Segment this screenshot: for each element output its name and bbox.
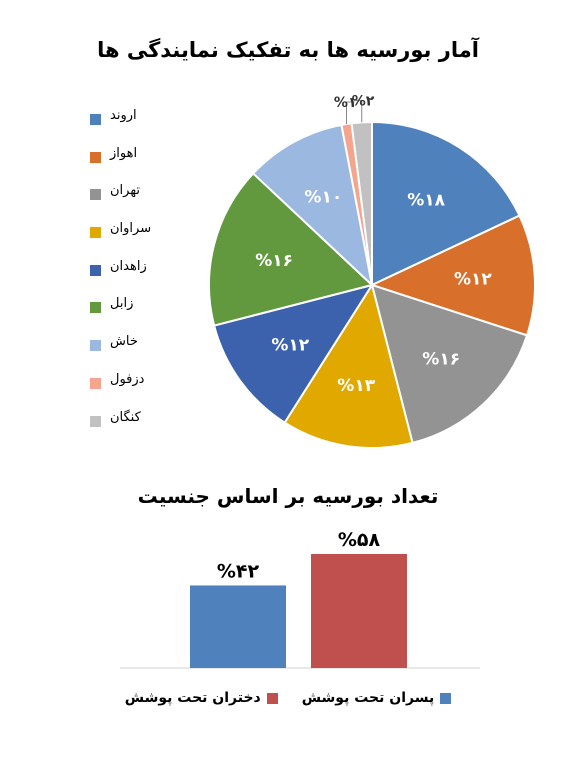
legend-swatch xyxy=(90,114,101,125)
pie-data-label: %۱۲ xyxy=(454,270,492,290)
legend-label: دزفول xyxy=(110,371,145,387)
legend-label: اهواز xyxy=(110,145,138,161)
pie-data-label: %۲ xyxy=(352,93,375,109)
bar-chart-title: تعداد بورسیه بر اساس جنسیت xyxy=(137,484,439,508)
bar-legend-item: پسران تحت پوشش xyxy=(301,690,452,706)
legend-label: پسران تحت پوشش xyxy=(301,690,435,706)
pie-leader-line xyxy=(353,99,363,123)
legend-label: دختران تحت پوشش xyxy=(124,690,261,706)
pie-leader-line xyxy=(346,101,355,125)
legend-swatch xyxy=(90,340,101,352)
pie-legend-item: کنگان xyxy=(90,410,210,448)
legend-label: خاش xyxy=(110,334,138,350)
legend-label: کنگان xyxy=(110,409,141,425)
pie-data-label: %۱۳ xyxy=(337,376,375,396)
pie-slice xyxy=(370,283,529,445)
bar-legend-item: دختران تحت پوشش xyxy=(125,690,278,706)
pie-data-label: %۱۶ xyxy=(422,350,460,370)
pie-legend-item: زاهدان xyxy=(90,259,210,297)
pie-chart: %۱۸ %۱۲ %۱۶ %۱۳ %۱۲ %۱۶ %۱۰ %۱%۲ xyxy=(208,93,536,449)
bar-data-label: %۴۲ xyxy=(217,560,260,582)
legend-swatch xyxy=(90,377,101,389)
pie-legend-item: زابل xyxy=(90,296,210,334)
bar xyxy=(311,554,407,668)
pie-legend-item: تهران xyxy=(90,183,210,221)
legend-swatch xyxy=(266,692,278,704)
pie-data-label: %۱۸ xyxy=(407,191,445,211)
bar xyxy=(190,585,286,668)
pie-legend-item: اروند xyxy=(90,108,210,146)
pie-chart-title: آمار بورسیه ها به تفکیک نمایندگی ها xyxy=(97,38,479,62)
pie-legend-item: دزفول xyxy=(90,372,210,410)
pie-data-label: %۱۲ xyxy=(271,335,309,355)
legend-label: زابل xyxy=(110,296,134,312)
pie-data-label: %۱۶ xyxy=(255,251,293,271)
legend-swatch xyxy=(90,302,101,314)
pie-legend-item: خاش xyxy=(90,334,210,372)
pie-legend: اروند اهواز تهران سراوان زاهدان زابل خاش دزفول ک… xyxy=(90,108,210,447)
legend-label: سراوان xyxy=(110,221,152,237)
legend-label: تهران xyxy=(110,183,140,199)
legend-swatch xyxy=(90,151,101,163)
pie-legend-item: سراوان xyxy=(90,221,210,259)
legend-swatch xyxy=(90,264,101,276)
pie-data-label: %۱ xyxy=(334,95,357,111)
legend-swatch xyxy=(90,227,101,239)
legend-swatch xyxy=(440,692,452,704)
pie-slice xyxy=(212,283,375,425)
pie-slice xyxy=(283,282,414,449)
pie-data-label: %۱۰ xyxy=(304,187,342,207)
legend-label: اروند xyxy=(110,108,137,123)
pie-slice xyxy=(371,120,521,287)
bar-legend: پسران تحت پوشش دختران تحت پوشش xyxy=(0,690,576,706)
pie-slice xyxy=(369,214,536,337)
pie-slice xyxy=(208,172,375,327)
pie-legend-item: اهواز xyxy=(90,146,210,184)
legend-swatch xyxy=(90,189,101,201)
pie-slice xyxy=(251,123,374,288)
legend-swatch xyxy=(90,415,101,427)
legend-label: زاهدان xyxy=(110,258,147,274)
bar-data-label: %۵۸ xyxy=(338,529,381,551)
